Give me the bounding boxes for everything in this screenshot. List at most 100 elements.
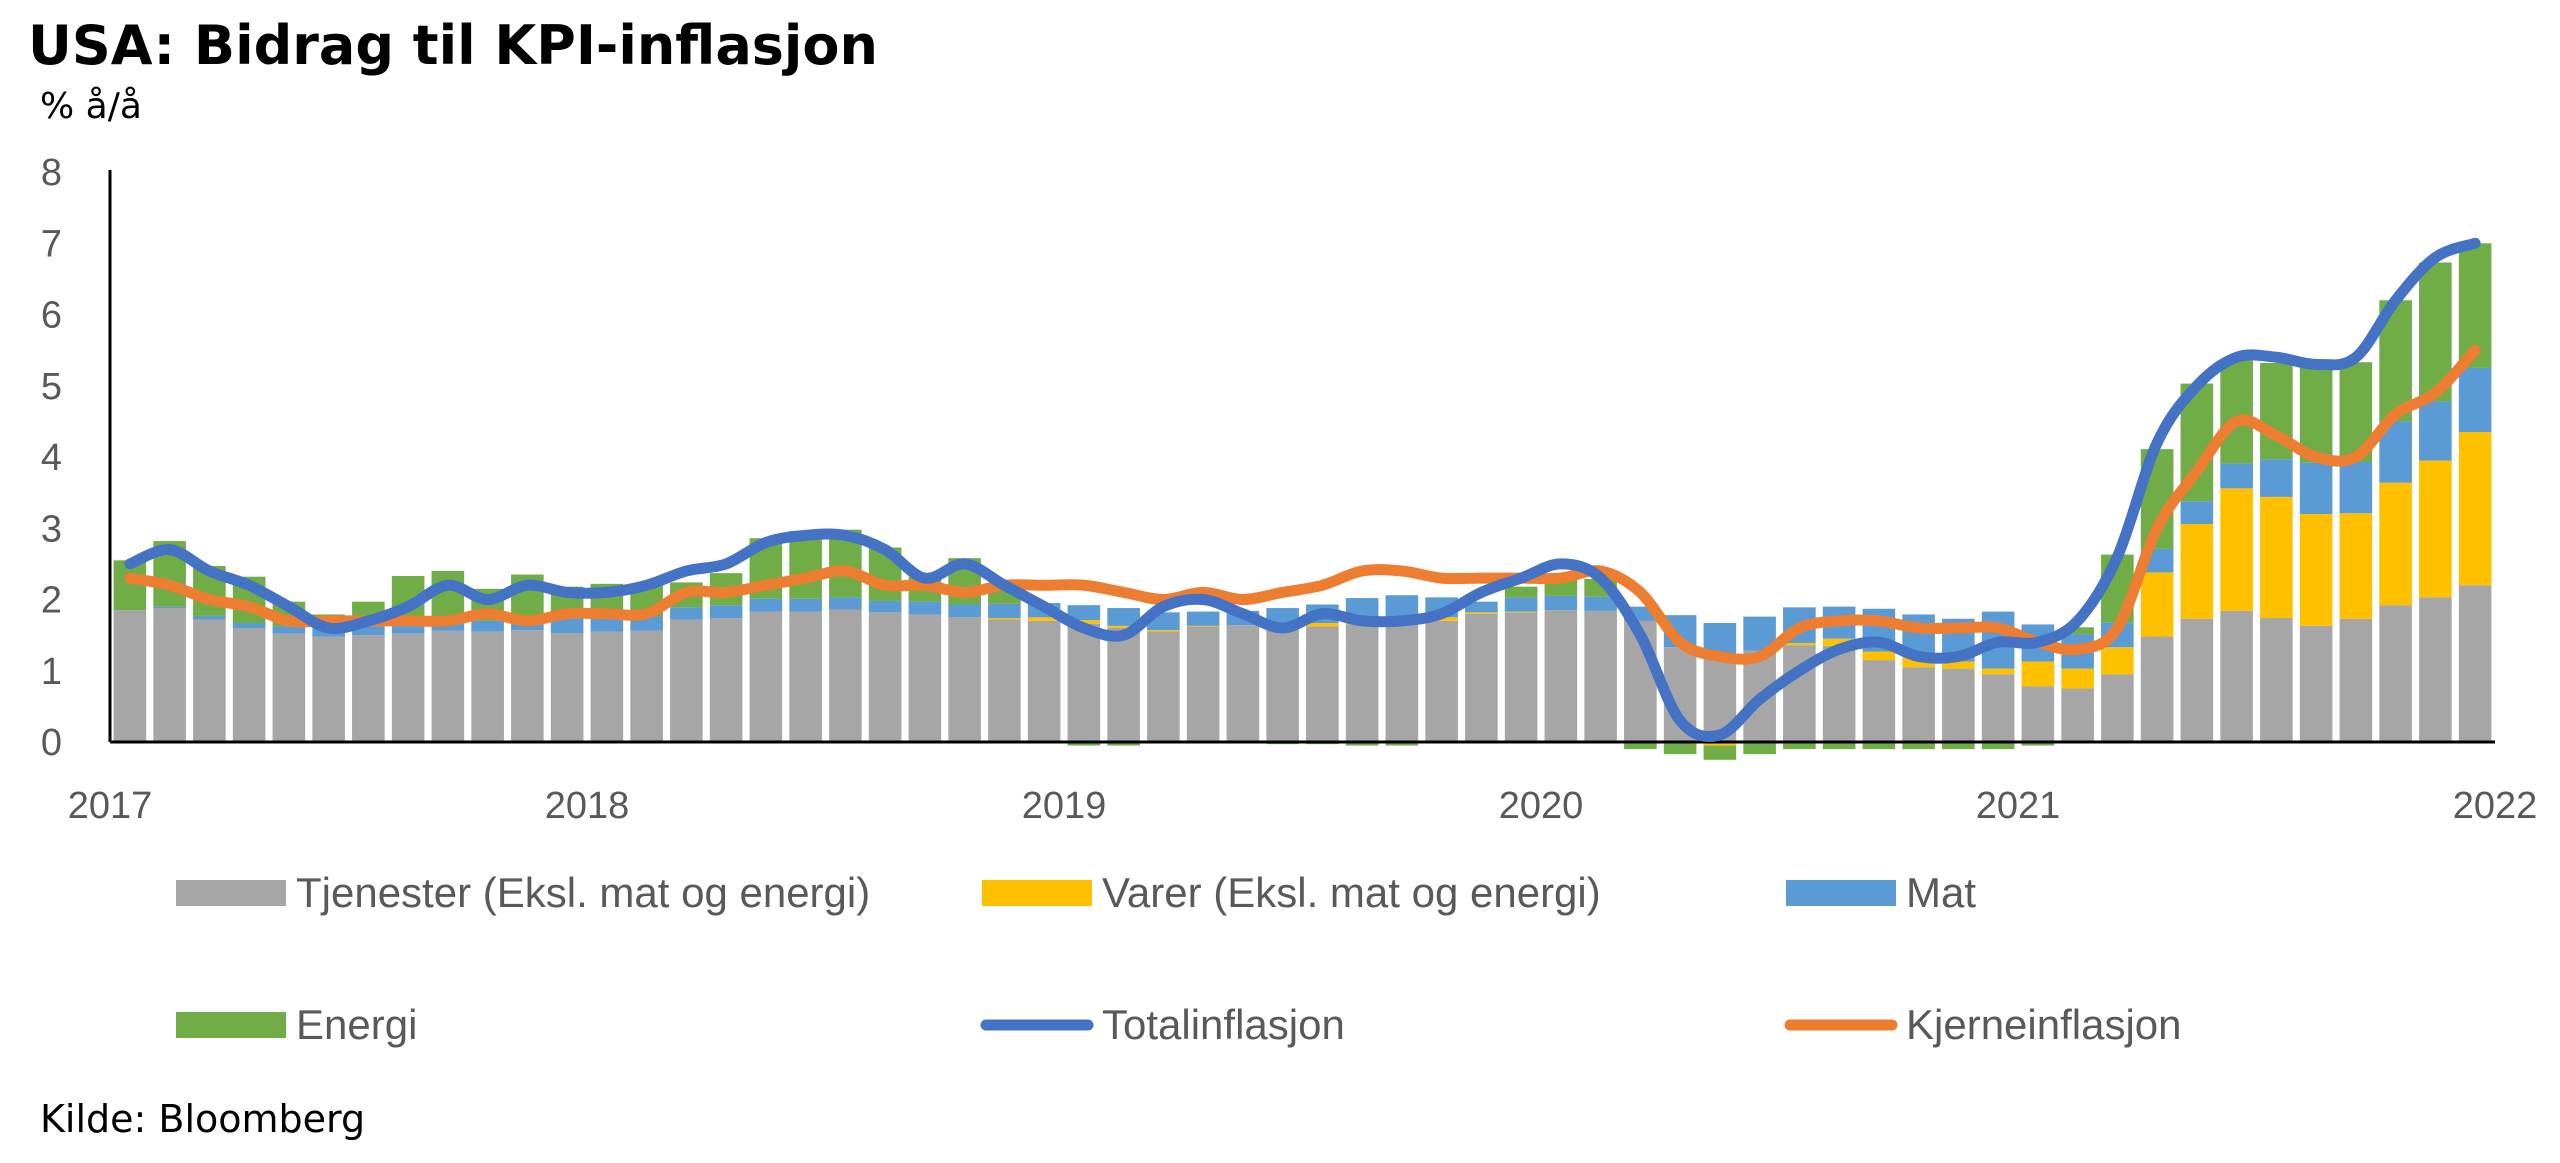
y-tick-label: 2 bbox=[41, 580, 62, 622]
bar-services bbox=[1147, 631, 1180, 742]
x-tick-label: 2020 bbox=[1499, 785, 1584, 827]
bar-services bbox=[2180, 618, 2214, 742]
bar-services bbox=[2260, 618, 2293, 742]
bar-goods bbox=[2419, 460, 2452, 598]
bar-goods bbox=[988, 618, 1021, 620]
bar-services bbox=[670, 619, 703, 742]
bar-goods bbox=[2299, 514, 2333, 626]
bar-goods bbox=[2339, 513, 2373, 619]
legend-label-services: Tjenester (Eksl. mat og energi) bbox=[296, 869, 870, 916]
bar-services bbox=[352, 635, 385, 743]
bar-energy bbox=[2299, 359, 2333, 463]
bar-services bbox=[2220, 610, 2253, 742]
bar-food bbox=[232, 623, 266, 628]
legend-label-goods: Varer (Eksl. mat og energi) bbox=[1102, 869, 1601, 916]
bar-food bbox=[1385, 595, 1419, 617]
bar-services bbox=[153, 608, 186, 742]
bar-food bbox=[193, 615, 226, 620]
bar-energy bbox=[2021, 742, 2055, 746]
bar-services bbox=[2140, 636, 2174, 742]
bar-services bbox=[1345, 624, 1379, 742]
bar-goods bbox=[1027, 617, 1061, 621]
bar-goods bbox=[1306, 623, 1339, 627]
bar-goods bbox=[2260, 496, 2293, 619]
bar-services bbox=[1544, 610, 1578, 742]
bar-services bbox=[1981, 674, 2015, 742]
legend-swatch-services bbox=[176, 880, 286, 906]
bar-goods bbox=[1902, 657, 1935, 668]
bar-energy bbox=[1862, 742, 1896, 750]
bar-food bbox=[1067, 605, 1101, 621]
bar-food bbox=[2220, 463, 2253, 489]
bar-food bbox=[2180, 501, 2214, 524]
x-tick-label: 2017 bbox=[68, 785, 153, 827]
legend-item-food: Mat bbox=[1786, 869, 1976, 916]
bar-services bbox=[1822, 645, 1856, 742]
bar-services bbox=[471, 631, 504, 742]
bar-goods bbox=[1822, 638, 1856, 646]
legend-item-core: Kjerneinflasjon bbox=[1784, 1001, 2182, 1048]
bar-energy bbox=[1663, 743, 1697, 755]
bar-services bbox=[1465, 613, 1498, 742]
y-tick-label: 8 bbox=[41, 152, 62, 194]
legend-item-goods: Varer (Eksl. mat og energi) bbox=[982, 869, 1601, 916]
bar-food bbox=[1504, 597, 1538, 612]
chart-title: USA: Bidrag til KPI-inflasjon bbox=[28, 14, 878, 77]
bar-services bbox=[2419, 597, 2452, 742]
x-tick-label: 2019 bbox=[1022, 785, 1107, 827]
legend-label-total: Totalinflasjon bbox=[1102, 1001, 1345, 1048]
bar-services bbox=[749, 611, 783, 742]
bar-energy bbox=[1385, 742, 1419, 746]
legend-item-services: Tjenester (Eksl. mat og energi) bbox=[176, 869, 870, 916]
bar-energy bbox=[1981, 742, 2015, 750]
bar-services bbox=[1425, 620, 1458, 743]
bar-services bbox=[1584, 610, 1617, 742]
bar-services bbox=[988, 619, 1021, 742]
bar-food bbox=[1107, 608, 1140, 626]
x-tick-label: 2021 bbox=[1976, 785, 2061, 827]
bar-food bbox=[471, 620, 504, 632]
bar-energy bbox=[1942, 742, 1975, 750]
y-tick-label: 7 bbox=[41, 223, 62, 265]
bar-food bbox=[590, 615, 624, 632]
legend-swatch-goods bbox=[982, 880, 1092, 906]
bar-goods bbox=[2220, 488, 2253, 611]
bar-food bbox=[670, 607, 703, 620]
bar-goods bbox=[1942, 661, 1975, 669]
bar-energy bbox=[2061, 627, 2094, 635]
bar-goods bbox=[2021, 661, 2055, 687]
bar-energy bbox=[1902, 742, 1935, 750]
bar-services bbox=[2061, 688, 2094, 742]
bar-services bbox=[511, 630, 544, 742]
bar-goods bbox=[1067, 620, 1101, 624]
bar-services bbox=[2101, 674, 2134, 742]
bar-food bbox=[2419, 401, 2452, 461]
bar-food bbox=[272, 626, 306, 634]
bar-services bbox=[1902, 667, 1935, 742]
bar-food bbox=[391, 624, 425, 634]
bar-food bbox=[1544, 595, 1578, 611]
bar-services bbox=[2458, 585, 2492, 742]
line-core bbox=[124, 344, 2481, 665]
legend-item-energy: Energi bbox=[176, 1001, 417, 1048]
bar-services bbox=[272, 633, 306, 742]
bar-food bbox=[749, 598, 783, 612]
bar-services bbox=[1266, 628, 1299, 742]
bar-energy bbox=[431, 571, 465, 621]
bar-goods bbox=[1465, 612, 1498, 614]
bar-goods bbox=[1186, 625, 1220, 627]
bar-services bbox=[232, 628, 266, 742]
bar-services bbox=[1942, 668, 1975, 742]
bar-food bbox=[988, 603, 1021, 619]
bar-services bbox=[908, 614, 942, 742]
bar-goods bbox=[1783, 642, 1816, 646]
y-tick-label: 4 bbox=[41, 437, 62, 479]
bar-food bbox=[2260, 459, 2293, 497]
bar-energy bbox=[1067, 742, 1101, 746]
bar-services bbox=[1504, 612, 1538, 742]
bar-food bbox=[2299, 462, 2333, 514]
bar-food bbox=[550, 618, 584, 633]
bar-energy bbox=[1703, 745, 1737, 760]
y-tick-label: 5 bbox=[41, 366, 62, 408]
bar-services bbox=[1862, 660, 1896, 742]
